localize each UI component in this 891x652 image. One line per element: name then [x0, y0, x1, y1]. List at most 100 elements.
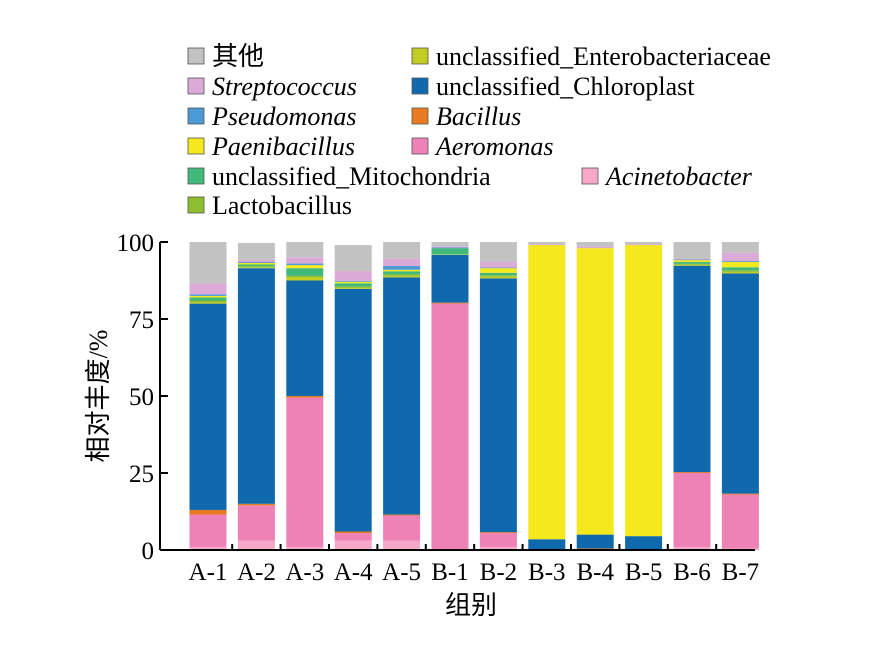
bar-a-1-streptococcus [189, 283, 227, 295]
bar-b-6-unclassified-mitochondria [673, 262, 711, 264]
x-tick-label: B-6 [673, 559, 711, 586]
legend-swatch-aeromonas [411, 137, 429, 155]
bar-b-3-paenibacillus [528, 245, 566, 540]
x-tick-label: A-1 [189, 559, 228, 586]
legend-label-streptococcus: Streptococcus [212, 72, 357, 101]
bar-a-4-aeromonas [334, 533, 372, 541]
bar-a-2-unclassified-mitochondria [237, 264, 275, 267]
bar-b-6-其他 [673, 242, 711, 259]
bar-a-1-unclassified-chloroplast [189, 303, 227, 510]
legend-label-bacillus: Bacillus [436, 102, 521, 131]
bar-b-5-unclassified-chloroplast [625, 536, 663, 550]
x-tick-label: B-7 [722, 559, 760, 586]
bar-b-6-unclassified-enterobacteriaceae [673, 264, 711, 266]
bar-b-6-acinetobacter [673, 546, 711, 550]
bar-b-5-其他 [625, 242, 663, 245]
legend-swatch-unclassified-mitochondria [187, 167, 205, 185]
axes: 0 25 50 75 100 A-1 A-2 A-3 A-4 A-5 B-1 B-2 B-3 B-4 B-5… [117, 230, 760, 586]
legend-swatch-acinetobacter [581, 167, 599, 185]
bar-b-1-pseudomonas [431, 247, 469, 249]
legend-label-其他: 其他 [212, 42, 264, 71]
bar-b-1-aeromonas [431, 303, 469, 550]
legend-label-unclassified-mitochondria: unclassified_Mitochondria [212, 162, 491, 191]
bar-b-4-paenibacillus [576, 248, 614, 535]
bar-b-4-其他 [576, 242, 614, 247]
bar-a-5-acinetobacter [383, 540, 421, 550]
bar-a-5-lactobacillus [383, 274, 421, 276]
bar-a-3-paenibacillus [286, 265, 324, 269]
bar-b-7-bacillus [721, 493, 759, 495]
bar-b-1-streptococcus [431, 246, 469, 248]
bar-b-7-unclassified-enterobacteriaceae [721, 271, 759, 274]
bar-a-4-unclassified-mitochondria [334, 283, 372, 287]
legend-swatch-pseudomonas [187, 107, 205, 125]
bar-b-5-streptococcus [625, 244, 663, 246]
legend-label-pseudomonas: Pseudomonas [211, 102, 356, 131]
bar-b-7-pseudomonas [721, 261, 759, 263]
bar-b-7-streptococcus [721, 252, 759, 262]
bar-a-2-lactobacillus [237, 266, 275, 268]
bar-b-2-unclassified-chloroplast [479, 278, 517, 533]
bar-b-5-paenibacillus [625, 245, 663, 537]
x-tick-label: B-1 [431, 559, 469, 586]
legend-label-lactobacillus: Lactobacillus [212, 191, 352, 220]
bar-a-3-unclassified-mitochondria [286, 268, 324, 276]
bar-a-5-paenibacillus [383, 269, 421, 272]
bar-b-7-unclassified-chloroplast [721, 273, 759, 494]
bar-a-3-其他 [286, 242, 324, 258]
bar-b-7-paenibacillus [721, 262, 759, 268]
bar-a-3-bacillus [286, 396, 324, 398]
bar-a-3-lactobacillus [286, 275, 324, 278]
bar-b-2-unclassified-mitochondria [479, 272, 517, 276]
bar-a-2-unclassified-enterobacteriaceae [237, 267, 275, 269]
bar-b-2-lactobacillus [479, 275, 517, 277]
bar-a-1-unclassified-enterobacteriaceae [189, 302, 227, 304]
x-tick-label: A-5 [382, 559, 421, 586]
x-tick-label: A-3 [285, 559, 324, 586]
bar-a-1-bacillus [189, 509, 227, 515]
legend-label-acinetobacter: Acinetobacter [604, 162, 753, 191]
bar-a-5-unclassified-mitochondria [383, 271, 421, 275]
y-axis-title: 相对丰度/% [84, 330, 113, 463]
bar-b-2-acinetobacter [479, 546, 517, 550]
bar-a-4-lactobacillus [334, 286, 372, 288]
bar-b-1-unclassified-mitochondria [431, 248, 469, 255]
bar-a-4-paenibacillus [334, 281, 372, 284]
legend-label-paenibacillus: Paenibacillus [211, 132, 355, 161]
x-tick-label: B-3 [528, 559, 566, 586]
bar-b-2-bacillus [479, 532, 517, 534]
x-tick-label: B-2 [480, 559, 518, 586]
bar-a-1-lactobacillus [189, 300, 227, 303]
bar-a-5-unclassified-chloroplast [383, 277, 421, 515]
bar-a-4-unclassified-enterobacteriaceae [334, 287, 372, 289]
bar-a-5-aeromonas [383, 515, 421, 541]
y-tick-label: 50 [129, 384, 154, 411]
bar-a-2-aeromonas [237, 505, 275, 541]
bar-b-2-其他 [479, 242, 517, 263]
bar-a-2-streptococcus [237, 259, 275, 263]
bar-b-6-paenibacillus [673, 260, 711, 263]
bar-a-2-其他 [237, 242, 275, 260]
legend-label-unclassified-enterobacteriaceae: unclassified_Enterobacteriaceae [436, 42, 771, 71]
bar-b-2-unclassified-enterobacteriaceae [479, 276, 517, 279]
bar-a-5-pseudomonas [383, 266, 421, 270]
legend-swatch-unclassified-enterobacteriaceae [411, 47, 429, 65]
bar-a-2-paenibacillus [237, 262, 275, 265]
y-tick-label: 0 [142, 538, 155, 565]
bar-a-1-pseudomonas [189, 294, 227, 296]
bars [189, 242, 759, 550]
bar-b-7-lactobacillus [721, 270, 759, 272]
legend: 其他 unclassified_Enterobacteriaceae Strepto… [187, 42, 771, 220]
bar-a-3-unclassified-chloroplast [286, 280, 324, 396]
bar-a-4-pseudomonas [334, 280, 372, 282]
bar-b-7-unclassified-mitochondria [721, 267, 759, 271]
legend-swatch-paenibacillus [187, 137, 205, 155]
bar-a-4-streptococcus [334, 270, 372, 281]
bar-b-2-paenibacillus [479, 268, 517, 273]
bar-b-1-unclassified-chloroplast [431, 254, 469, 303]
bar-a-5-streptococcus [383, 258, 421, 267]
bar-a-1-其他 [189, 242, 227, 284]
bar-b-7-其他 [721, 242, 759, 253]
bar-a-5-unclassified-enterobacteriaceae [383, 275, 421, 278]
